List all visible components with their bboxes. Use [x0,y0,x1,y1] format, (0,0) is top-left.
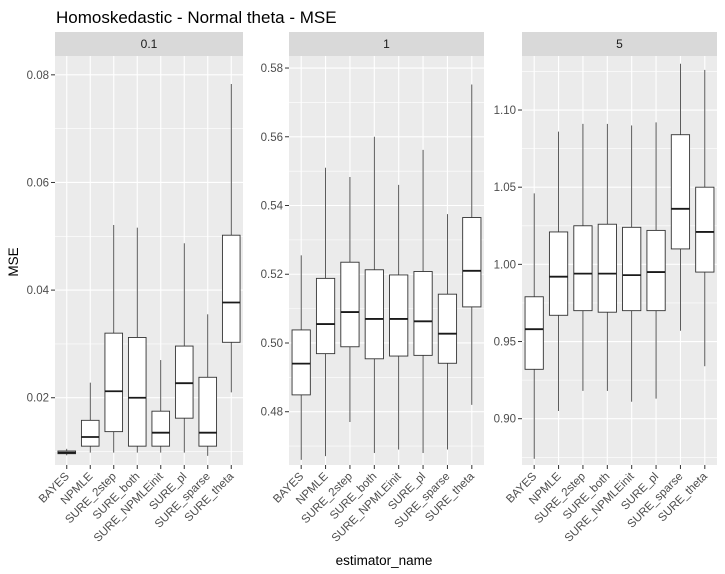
facet-strip-label: 1 [383,37,390,51]
y-tick-label: 0.54 [261,201,284,213]
box-BAYES [291,255,311,460]
box-body [462,217,482,308]
y-tick-label: 1.05 [494,182,516,194]
box-body [670,134,691,250]
box-SURE_NPMLEinit [389,184,409,450]
box-body [389,274,409,357]
box-body [622,226,642,312]
y-tick-label: 0.90 [494,414,516,426]
box-body [291,329,311,396]
y-tick-label: 0.06 [27,177,49,189]
box-SURE_2step [104,224,124,453]
box-body [104,332,124,433]
y-tick-label: 0.48 [261,407,283,419]
box-SURE_2step [340,176,360,423]
box-SURE_pl [646,122,666,399]
box-SURE_NPMLEinit [622,125,642,402]
box-SURE_pl [174,243,194,453]
facet-strip [55,32,243,56]
box-SURE_sparse [437,214,458,450]
y-tick-label: 0.08 [27,70,49,82]
box-body [646,229,666,312]
box-body [340,261,360,348]
box-body [221,234,241,343]
y-tick-label: 0.50 [261,338,283,350]
facet-panels: 0.10.020.040.060.08BAYESNPMLESURE_2stepS… [27,32,717,545]
box-SURE_both [364,136,384,453]
box-body [127,337,147,447]
box-BAYES [57,448,77,456]
y-tick-label: 0.95 [494,337,516,349]
box-body [364,269,384,360]
chart-title: Homoskedastic - Normal theta - MSE [56,8,337,27]
box-body [80,419,100,447]
facet-strip-label: 0.1 [141,37,158,51]
box-body [174,345,194,419]
y-axis-title: MSE [6,247,21,276]
x-axis-title: estimator_name [336,553,433,568]
facet-strip [289,32,484,56]
box-SURE_sparse [198,314,218,456]
y-tick-label: 0.02 [27,393,49,405]
facet-panel-2: 10.480.500.520.540.560.58BAYESNPMLESURE_… [261,32,484,545]
box-SURE_theta [462,84,482,405]
box-NPMLE [548,131,569,411]
box-body [413,271,433,356]
y-tick-label: 0.52 [261,269,283,281]
box-body [198,376,218,447]
panel-background [289,56,484,465]
box-SURE_sparse [670,63,691,331]
box-SURE_both [597,123,617,391]
y-tick-label: 1.00 [494,259,516,271]
box-body [524,296,544,370]
box-SURE_2step [573,123,593,391]
y-tick-label: 0.04 [27,285,50,297]
facet-strip [522,32,717,56]
box-SURE_pl [413,149,433,453]
facet-panel-1: 0.10.020.040.060.08BAYESNPMLESURE_2stepS… [27,32,243,545]
box-body [597,223,617,313]
box-body [573,225,593,312]
box-body [151,410,171,447]
y-tick-label: 1.10 [494,105,516,117]
box-SURE_theta [695,69,715,367]
box-body [315,277,336,355]
box-NPMLE [315,167,336,457]
box-body [695,186,715,273]
box-SURE_both [127,227,147,453]
facet-strip-label: 5 [616,37,623,51]
y-tick-label: 0.56 [261,132,283,144]
facet-panel-3: 50.900.951.001.051.10BAYESNPMLESURE_2ste… [494,32,717,545]
y-tick-label: 0.58 [261,63,283,75]
box-NPMLE [80,382,100,453]
box-BAYES [524,193,544,459]
box-SURE_NPMLEinit [151,360,171,453]
box-SURE_theta [221,83,241,393]
box-body [437,293,458,364]
box-body [548,231,569,316]
